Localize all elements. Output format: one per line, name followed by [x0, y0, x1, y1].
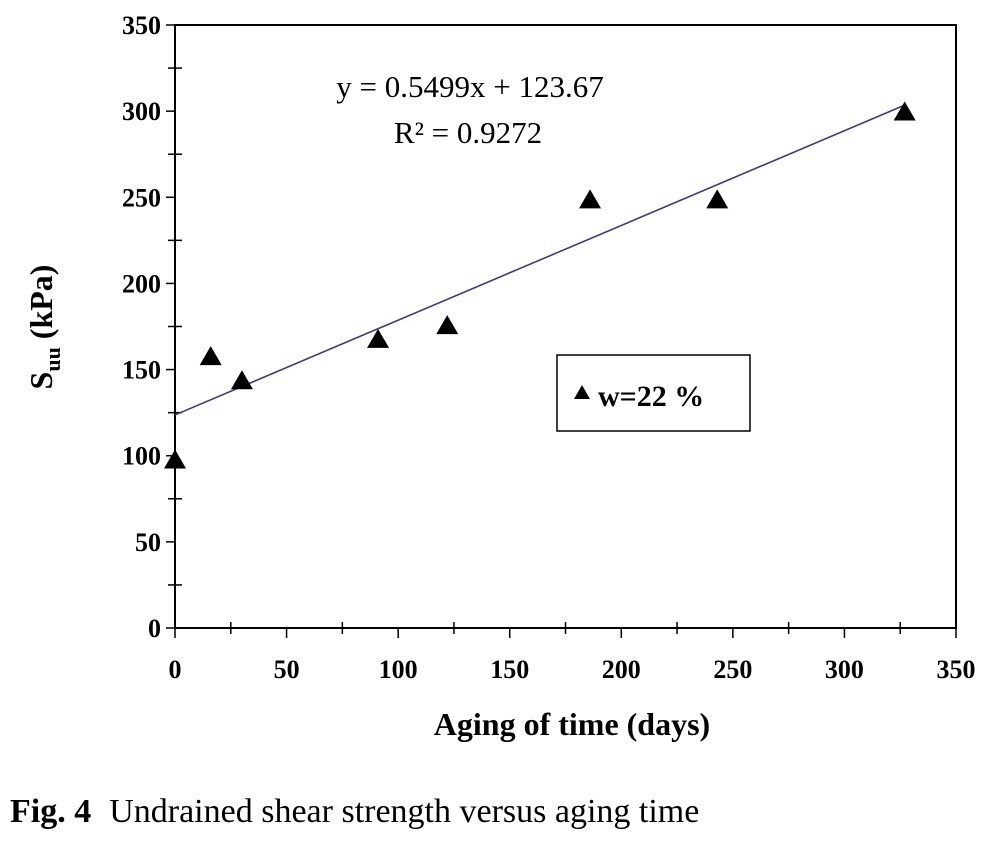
legend-label: w=22 % [598, 380, 704, 413]
legend: w=22 % [556, 354, 751, 432]
data-point-triangle [230, 370, 253, 390]
y-tick-label: 150 [122, 356, 161, 385]
data-point-triangle [199, 346, 222, 366]
legend-box [556, 354, 751, 432]
figure-label: Fig. 4 [10, 793, 92, 830]
y-tick-label: 200 [122, 269, 161, 298]
y-axis-title-main: S [23, 372, 59, 390]
figure-caption-text: Undrained shear strength versus aging ti… [109, 793, 700, 830]
y-tick-label: 50 [135, 528, 161, 557]
y-tick-label: 100 [122, 442, 161, 471]
y-tick-label: 250 [122, 183, 161, 212]
data-point-triangle [436, 315, 459, 335]
y-tick-label: 300 [122, 97, 161, 126]
y-tick-label: 0 [148, 614, 161, 643]
data-point-triangle [579, 189, 602, 209]
data-point-triangle [893, 101, 916, 121]
x-axis-ticks [174, 622, 957, 638]
x-tick-label: 250 [713, 655, 752, 684]
data-point-triangle [367, 328, 390, 348]
y-axis-ticks [166, 24, 182, 629]
r-squared-label: R² = 0.9272 [394, 115, 542, 150]
trendline [174, 104, 905, 416]
data-point-triangle [706, 189, 729, 209]
x-axis-tick-labels: 0 50 100 150 200 250 300 350 [169, 655, 976, 684]
trendline-equation: y = 0.5499x + 123.67 [336, 69, 603, 104]
scatter-chart: 0 50 100 150 200 250 300 350 0 50 100 150 200 250 300… [23, 11, 976, 742]
x-tick-label: 200 [602, 655, 641, 684]
y-axis-title-unit: (kPa) [23, 265, 59, 348]
y-axis-title-subscript: uu [40, 347, 65, 371]
x-tick-label: 0 [169, 655, 182, 684]
x-tick-label: 50 [274, 655, 300, 684]
legend-triangle-icon [574, 385, 590, 399]
x-tick-label: 300 [825, 655, 864, 684]
y-tick-label: 350 [122, 11, 161, 40]
y-axis-title: Suu (kPa) [23, 265, 65, 390]
y-axis-tick-labels: 0 50 100 150 200 250 300 350 [122, 11, 161, 643]
x-tick-label: 150 [490, 655, 529, 684]
data-points [164, 101, 916, 469]
x-axis-title: Aging of time (days) [434, 706, 710, 742]
data-point-triangle [164, 449, 186, 469]
x-tick-label: 350 [937, 655, 976, 684]
x-tick-label: 100 [379, 655, 418, 684]
plot-frame [174, 24, 957, 629]
figure-caption: Fig. 4 Undrained shear strength versus ag… [10, 793, 699, 831]
